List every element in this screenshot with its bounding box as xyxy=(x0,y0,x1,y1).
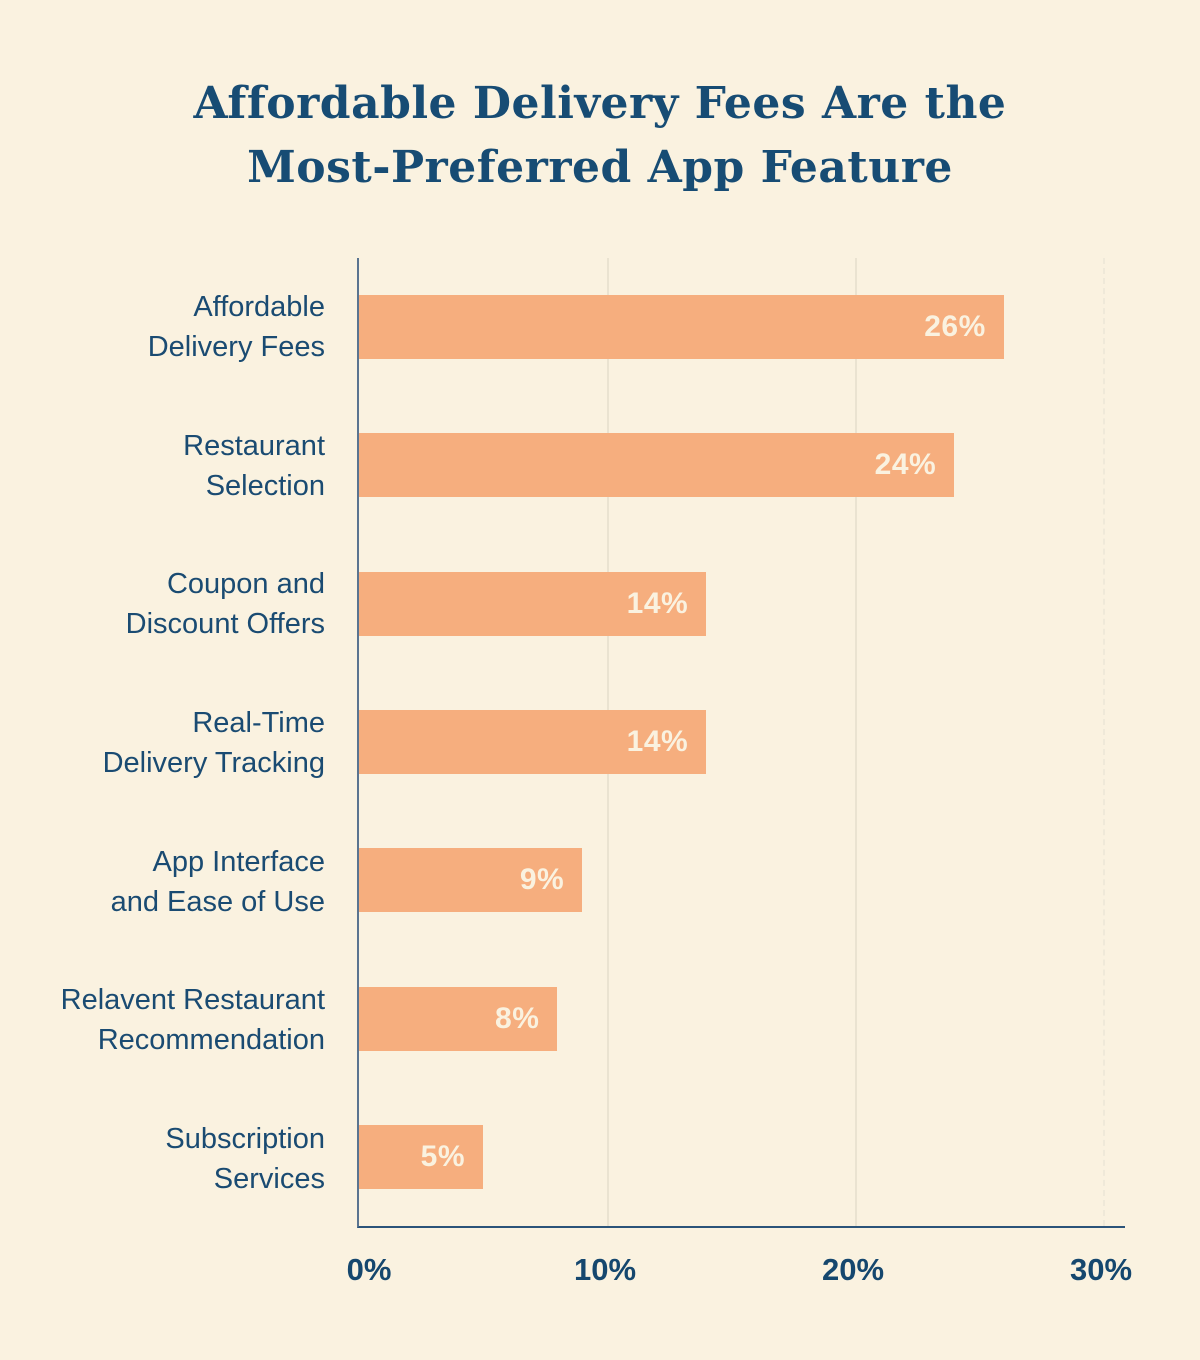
x-tick-label: 0% xyxy=(346,1252,392,1287)
bar-value-label: 5% xyxy=(420,1139,465,1173)
bar-row: 24% xyxy=(359,396,1125,534)
bar-row: 5% xyxy=(359,1088,1125,1226)
bar-row: 14% xyxy=(359,535,1125,673)
bar-value-label: 9% xyxy=(519,863,565,897)
bar-row: 8% xyxy=(359,949,1125,1087)
category-label: Subscription Services xyxy=(0,1089,345,1228)
bar: 14% xyxy=(359,571,707,636)
category-label: Relavent Restaurant Recommendation xyxy=(0,951,345,1090)
category-label-line: Discount Offers xyxy=(125,608,325,641)
category-label-line: Recommendation xyxy=(97,1024,325,1057)
bar-row: 26% xyxy=(359,258,1125,396)
bar-row: 9% xyxy=(359,811,1125,949)
gridline-20 xyxy=(855,258,857,1226)
bar-value-label: 24% xyxy=(874,448,937,482)
category-label-line: Restaurant xyxy=(183,429,325,462)
category-label-line: Delivery Fees xyxy=(147,331,325,364)
category-label-line: Delivery Tracking xyxy=(102,747,325,780)
bar-value-label: 14% xyxy=(626,724,689,758)
category-label-line: Subscription xyxy=(165,1122,325,1155)
category-label: Real-Time Delivery Tracking xyxy=(0,674,345,813)
category-label-line: Selection xyxy=(205,469,325,502)
category-labels: Affordable Delivery Fees Restaurant Selecti… xyxy=(0,258,345,1228)
chart-title-line2: Most-Preferred App Feature xyxy=(247,142,953,193)
category-label-line: App Interface xyxy=(152,845,326,878)
bar: 9% xyxy=(359,848,583,913)
bar: 24% xyxy=(359,433,955,498)
bar: 8% xyxy=(359,986,558,1051)
bar: 14% xyxy=(359,709,707,774)
x-tick-label: 30% xyxy=(1069,1252,1133,1287)
chart-title-line1: Affordable Delivery Fees Are the xyxy=(193,78,1007,129)
category-label: App Interface and Ease of Use xyxy=(0,812,345,951)
bar-value-label: 8% xyxy=(495,1001,540,1035)
plot-area: 26% 24% 14% 14% 9% 8% 5% xyxy=(357,258,1125,1228)
category-label-line: Relavent Restaurant xyxy=(60,984,325,1017)
x-tick-label: 20% xyxy=(821,1252,885,1287)
category-label: Affordable Delivery Fees xyxy=(0,258,345,397)
category-label-line: Affordable xyxy=(193,291,325,324)
category-label-line: Coupon and xyxy=(166,568,325,601)
category-label: Restaurant Selection xyxy=(0,397,345,536)
bar-value-label: 26% xyxy=(924,310,986,344)
chart-title: Affordable Delivery Fees Are the Most-Pr… xyxy=(0,72,1200,200)
bar-rows: 26% 24% 14% 14% 9% 8% 5% xyxy=(359,258,1125,1226)
x-tick-label: 10% xyxy=(573,1252,637,1287)
category-label-line: and Ease of Use xyxy=(110,885,325,918)
bar-row: 14% xyxy=(359,673,1125,811)
gridline-30 xyxy=(1103,258,1105,1226)
bar: 26% xyxy=(359,295,1004,360)
category-label-line: Real-Time xyxy=(192,707,325,740)
category-label: Coupon and Discount Offers xyxy=(0,535,345,674)
bar: 5% xyxy=(359,1124,483,1189)
x-axis: 0% 10% 20% 30% xyxy=(347,1252,1132,1302)
bar-value-label: 14% xyxy=(626,586,689,620)
category-label-line: Services xyxy=(213,1162,325,1195)
